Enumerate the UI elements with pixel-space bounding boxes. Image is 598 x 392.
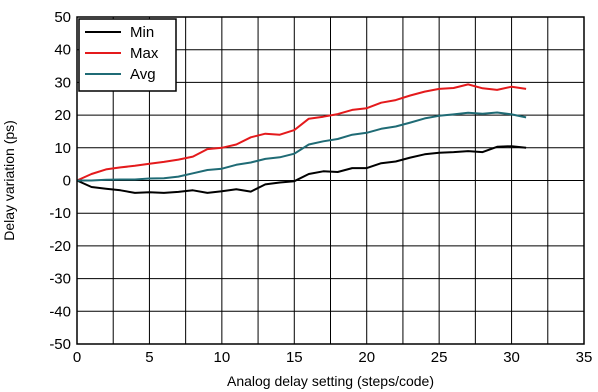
y-tick-label: -30 xyxy=(49,271,71,288)
y-axis-title: Delay variation (ps) xyxy=(1,120,17,241)
tick-labels: 0 5 10 15 20 25 30 35 -50 -40 -30 -20 -10 0 10 20 30 40 50 xyxy=(49,9,592,366)
y-tick-label: 0 xyxy=(63,173,71,190)
x-tick-label: 30 xyxy=(503,349,520,366)
plot-frame xyxy=(76,16,585,345)
series-lines xyxy=(76,83,527,194)
y-tick-label: -20 xyxy=(49,238,71,255)
y-tick-label: -40 xyxy=(49,303,71,320)
x-tick-label: 15 xyxy=(286,349,303,366)
legend-label-avg: Avg xyxy=(130,66,156,83)
x-tick-label: 10 xyxy=(214,349,231,366)
y-tick-label: 10 xyxy=(54,140,71,157)
series-line-avg xyxy=(77,111,527,182)
legend-box xyxy=(78,18,177,92)
y-tick-label: 40 xyxy=(54,42,71,59)
series-line-min xyxy=(76,145,527,194)
y-tick-label: -10 xyxy=(49,205,71,222)
legend-label-max: Max xyxy=(130,45,159,62)
series-line-max xyxy=(76,83,527,182)
legend-label-min: Min xyxy=(130,24,154,41)
x-tick-label: 20 xyxy=(358,349,375,366)
grid xyxy=(77,17,584,344)
y-tick-label: -50 xyxy=(49,336,71,353)
x-axis-title: Analog delay setting (steps/code) xyxy=(227,373,434,389)
y-tick-label: 50 xyxy=(54,9,71,26)
x-tick-label: 35 xyxy=(576,349,593,366)
y-tick-label: 20 xyxy=(54,107,71,124)
legend: Min Max Avg xyxy=(78,18,177,92)
y-tick-label: 30 xyxy=(54,74,71,91)
x-tick-label: 25 xyxy=(431,349,448,366)
x-tick-label: 0 xyxy=(73,349,81,366)
x-tick-label: 5 xyxy=(145,349,153,366)
legend-items: Min Max Avg xyxy=(85,24,159,83)
